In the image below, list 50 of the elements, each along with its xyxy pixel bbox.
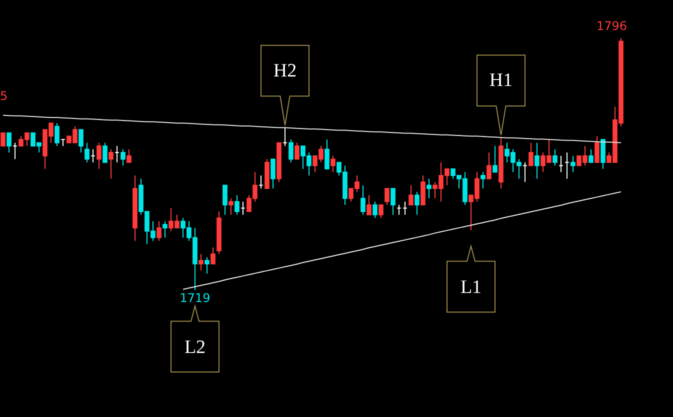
candlestick	[570, 155, 576, 173]
candlestick	[120, 148, 126, 166]
candlestick	[198, 254, 204, 271]
candlestick	[210, 246, 216, 264]
candlestick	[102, 142, 108, 163]
candlestick	[108, 148, 114, 180]
candlestick	[408, 184, 414, 206]
candlestick	[234, 194, 240, 216]
annotation: H2	[273, 60, 297, 82]
candlestick	[420, 174, 426, 206]
candlestick	[6, 132, 12, 154]
text: 1796	[596, 19, 627, 33]
candlestick	[384, 188, 390, 206]
candlestick	[600, 138, 606, 170]
annotation: L1	[460, 277, 482, 298]
candlestick	[324, 138, 330, 170]
candlestick	[156, 220, 162, 242]
candlestick	[414, 191, 420, 216]
candlestick	[54, 122, 60, 146]
candlestick	[486, 152, 492, 180]
candlestick	[594, 136, 600, 163]
candlestick	[330, 155, 336, 173]
candlestick	[270, 158, 276, 190]
annotation: H1	[489, 70, 513, 92]
candlestick	[492, 146, 498, 173]
candlestick	[372, 201, 378, 218]
candlestick	[294, 142, 300, 160]
candlestick	[228, 198, 234, 216]
candlestick	[588, 148, 594, 163]
candlestick	[534, 142, 540, 180]
candlestick	[0, 132, 6, 146]
candlestick	[426, 178, 432, 199]
candlestick	[366, 194, 372, 216]
candlestick	[288, 138, 294, 163]
candlestick	[96, 142, 102, 170]
candlestick	[528, 142, 534, 166]
candlestick	[390, 188, 396, 216]
candlestick	[204, 256, 210, 274]
candlestick	[78, 129, 84, 154]
text: 1719	[180, 291, 210, 305]
candlestick	[360, 184, 366, 216]
candlestick	[126, 148, 132, 163]
candlestick	[378, 204, 384, 218]
annotation: 5	[0, 89, 8, 103]
annotation: L2	[184, 337, 206, 358]
candlestick	[162, 220, 168, 238]
candlestick	[480, 172, 486, 190]
candlestick	[222, 184, 228, 216]
candlestick	[552, 148, 558, 166]
candlestick	[84, 142, 90, 163]
